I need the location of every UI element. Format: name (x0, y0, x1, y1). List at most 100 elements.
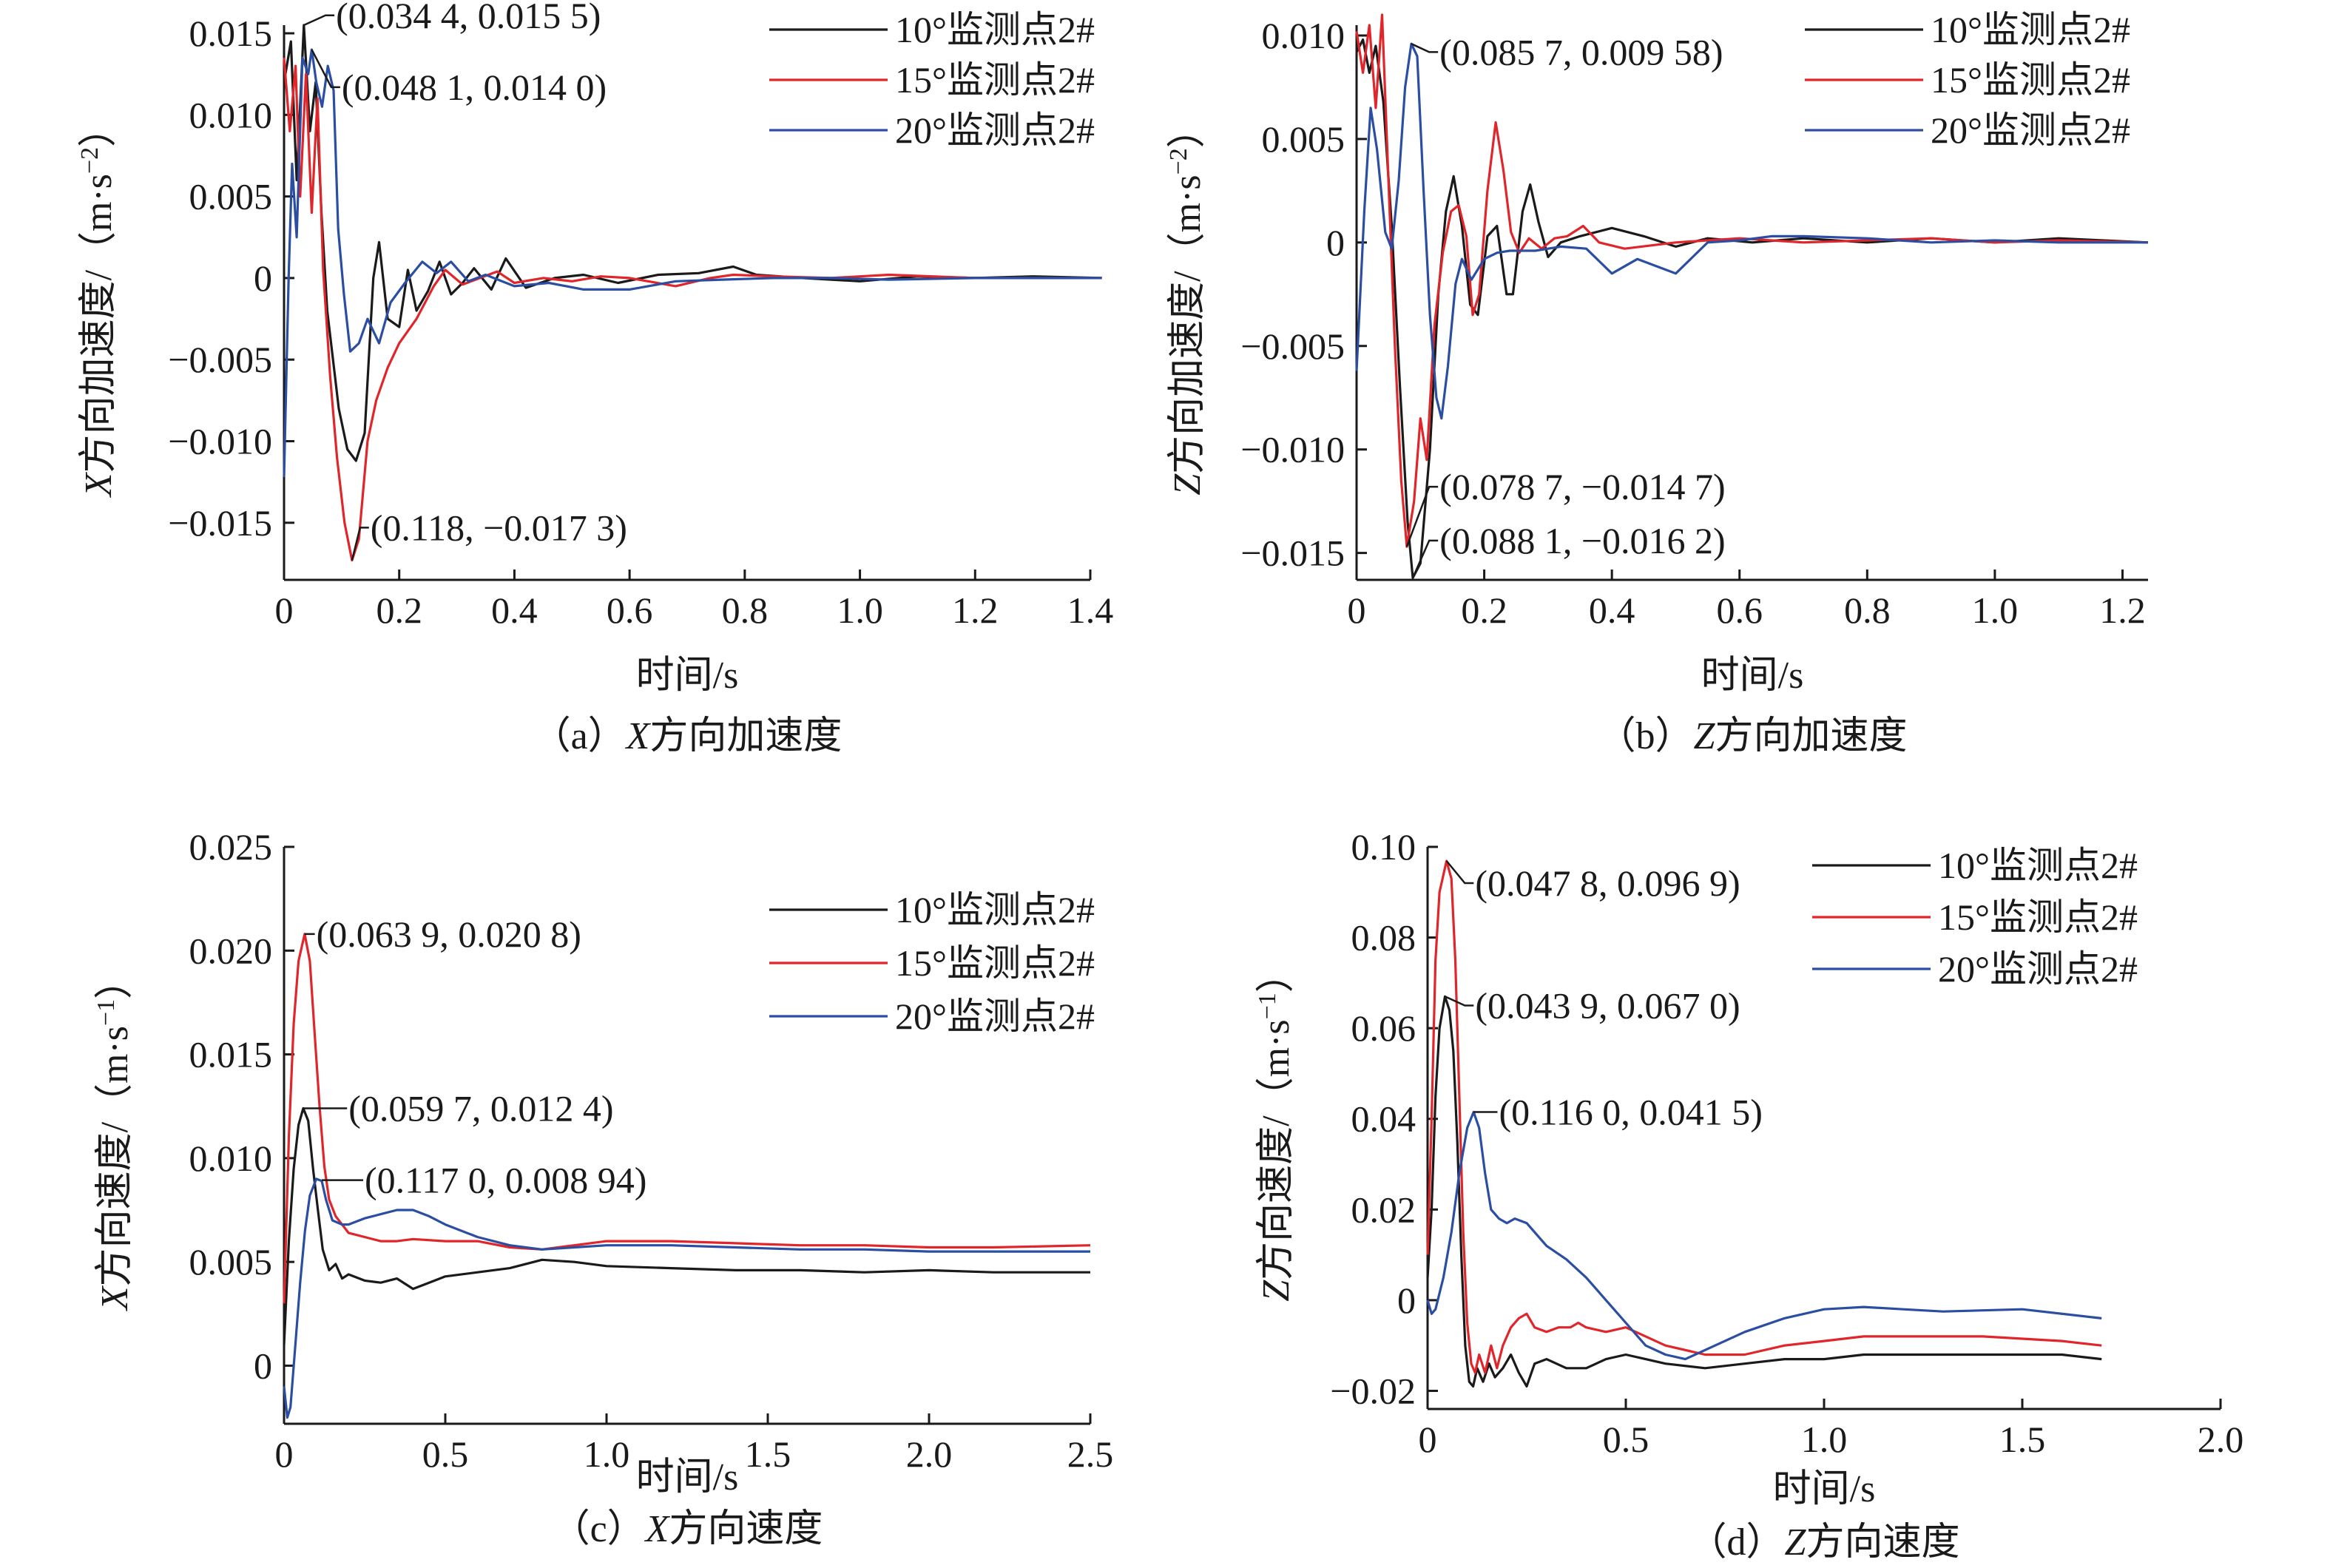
y-tick-label: 0.005 (1262, 118, 1345, 160)
x-tick-label: 1.0 (584, 1433, 630, 1475)
y-tick-label: 0.025 (189, 826, 273, 868)
legend-label: 15°监测点2# (895, 59, 1095, 101)
caption-symbol: Z (1785, 1521, 1807, 1564)
annotation-leader (1445, 860, 1474, 885)
series-line-1 (283, 1106, 1090, 1345)
annotation-label: (0.116 0, 0.041 5) (1499, 1092, 1762, 1133)
annotation-label: (0.059 7, 0.012 4) (348, 1088, 613, 1129)
caption-text: 方向加速度 (1715, 715, 1907, 757)
series-line-2 (1355, 13, 2149, 548)
annotation-label: (0.048 1, 0.014 0) (342, 67, 607, 108)
annotation-label: (0.047 8, 0.096 9) (1475, 862, 1740, 904)
y-tick-label: −0.005 (1240, 325, 1345, 367)
y-axis-label-main: 方向速度/（m·s (94, 1026, 136, 1286)
y-tick-label: 0.015 (189, 13, 273, 54)
x-tick-label: 0.8 (722, 589, 769, 631)
y-axis-label-exponent: −2 (1165, 148, 1192, 175)
y-tick-label: −0.015 (1240, 533, 1345, 574)
subfigure-caption: （c）X方向速度 (552, 1508, 823, 1550)
x-tick-label: 0.5 (422, 1433, 469, 1475)
y-axis-label-end: ） (1166, 109, 1209, 148)
legend-label: 20°监测点2# (1931, 109, 2130, 151)
x-axis-label: 时间/s (1701, 655, 1804, 697)
x-axis-label: 时间/s (1773, 1468, 1876, 1510)
legend-label: 15°监测点2# (1938, 896, 2138, 938)
x-tick-label: 0 (275, 589, 294, 631)
x-tick-label: 2.0 (906, 1433, 953, 1475)
y-axis-label-exponent: −1 (92, 999, 120, 1026)
y-tick-label: 0.005 (189, 176, 273, 217)
caption-symbol: X (625, 715, 652, 757)
legend-label: 20°监测点2# (895, 109, 1095, 151)
y-axis-label-symbol: X (94, 1285, 136, 1311)
caption-prefix: （b） (1598, 715, 1694, 757)
series-line-3 (283, 48, 1102, 478)
x-tick-label: 0.6 (1716, 589, 1763, 631)
annotation-leader (351, 527, 369, 561)
series-line-2 (1426, 859, 2102, 1374)
y-axis-label-symbol: Z (1166, 473, 1209, 496)
y-tick-label: 0.010 (1262, 15, 1345, 56)
y-tick-label: 0.02 (1351, 1189, 1416, 1230)
y-axis-label: X方向速度/（m·s−1） (92, 961, 136, 1311)
annotation-leader (311, 49, 340, 89)
annotation-leader (303, 14, 335, 27)
series-line-3 (1355, 42, 2148, 420)
caption-prefix: （c） (552, 1508, 646, 1550)
legend-label: 20°监测点2# (895, 996, 1095, 1037)
annotation-label: (0.085 7, 0.009 58) (1439, 31, 1723, 72)
legend-label: 15°监测点2# (1931, 59, 2130, 101)
x-tick-label: 1.2 (2099, 589, 2146, 631)
y-axis-label-exponent: −1 (1254, 993, 1281, 1019)
caption-text: 方向加速度 (649, 715, 842, 757)
annotation-label: (0.117 0, 0.008 94) (365, 1160, 646, 1201)
series-line-2 (283, 933, 1091, 1304)
y-axis-label-main: 方向加速度/（m·s (78, 174, 120, 473)
x-tick-label: 0.8 (1844, 589, 1891, 631)
annotation-label: (0.078 7, −0.014 7) (1439, 466, 1725, 507)
x-tick-label: 0.5 (1603, 1419, 1649, 1460)
subfigure-caption: （a）X方向加速度 (533, 715, 842, 757)
x-tick-label: 0 (275, 1433, 294, 1475)
x-tick-label: 0 (1419, 1419, 1437, 1460)
x-tick-label: 1.0 (1972, 589, 2019, 631)
y-tick-label: 0.08 (1351, 917, 1416, 959)
x-tick-label: 0.2 (376, 589, 422, 631)
caption-prefix: （d） (1689, 1521, 1785, 1564)
y-axis-label: Z方向速度/（m·s−1） (1254, 954, 1297, 1302)
series-line-2 (283, 57, 1102, 562)
annotation-leader (1405, 485, 1439, 547)
caption-prefix: （a） (533, 715, 627, 757)
x-tick-label: 1.4 (1067, 589, 1114, 631)
caption-text: 方向速度 (669, 1508, 823, 1550)
x-tick-label: 0.4 (491, 589, 538, 631)
x-tick-label: 0 (1348, 589, 1366, 631)
caption-text: 方向速度 (1806, 1521, 1959, 1564)
y-tick-label: 0.010 (189, 94, 273, 135)
caption-symbol: Z (1694, 715, 1716, 757)
x-tick-label: 1.2 (952, 589, 999, 631)
annotation-label: (0.118, −0.017 3) (371, 507, 627, 548)
chart-c: 0 0.5 1.0 1.5 2.0 2.5 0.025 0.020 0.015 0.010 0.00… (92, 826, 1113, 1550)
y-axis-label-end: ） (1255, 954, 1297, 993)
x-tick-label: 0.2 (1461, 589, 1507, 631)
legend-label: 10°监测点2# (895, 889, 1095, 930)
legend-label: 15°监测点2# (895, 942, 1095, 984)
y-axis-label-symbol: Z (1255, 1280, 1297, 1302)
x-tick-label: 1.5 (745, 1433, 791, 1475)
y-tick-label: 0.015 (189, 1034, 273, 1075)
x-tick-label: 2.5 (1067, 1433, 1114, 1475)
y-tick-label: 0.06 (1351, 1007, 1416, 1049)
y-tick-label: 0.005 (189, 1241, 273, 1283)
y-axis-label: Z方向加速度/（m·s−2） (1165, 109, 1209, 496)
y-tick-label: 0.010 (189, 1138, 273, 1179)
annotation-label: (0.043 9, 0.067 0) (1475, 985, 1740, 1027)
x-axis-label: 时间/s (636, 655, 739, 697)
legend-label: 10°监测点2# (1938, 845, 2138, 886)
y-tick-label: −0.010 (168, 421, 272, 462)
y-tick-label: 0 (1397, 1280, 1416, 1321)
y-tick-label: 0.04 (1351, 1098, 1416, 1140)
chart-b: 0 0.2 0.4 0.6 0.8 1.0 1.2 0.010 0.005 0 −0.005 −0.0… (1165, 9, 2149, 757)
annotation-leader (1411, 539, 1439, 578)
